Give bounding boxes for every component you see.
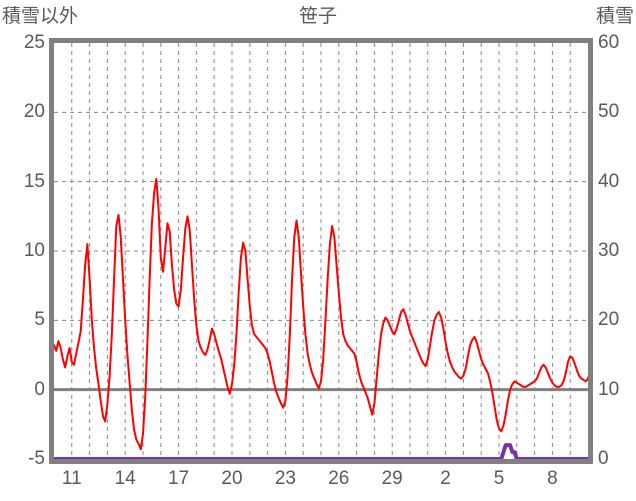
x-tick-label: 26 [328, 468, 350, 489]
right-tick-label: 20 [598, 309, 620, 331]
left-tick-label: 20 [23, 101, 45, 123]
right-tick-label: 10 [598, 378, 620, 400]
x-tick-label: 8 [547, 468, 558, 489]
x-tick-label: 17 [168, 468, 190, 489]
x-tick-label: 20 [221, 468, 243, 489]
left-axis-title: 積雪以外 [2, 6, 79, 27]
x-tick-label: 11 [61, 468, 82, 489]
left-tick-label: 15 [23, 170, 45, 192]
x-tick-label: 14 [114, 468, 136, 489]
x-tick-label: 2 [440, 468, 451, 489]
plot-area [54, 43, 588, 459]
left-tick-label: -5 [28, 448, 45, 469]
x-tick-label: 23 [274, 468, 296, 489]
right-axis-title: 積雪 [595, 6, 634, 27]
page-title: 笹子 [298, 6, 337, 27]
left-tick-label: 5 [34, 309, 45, 331]
plot-frame [49, 38, 593, 464]
right-tick-label: 30 [598, 240, 620, 261]
left-tick-label: 25 [23, 32, 45, 53]
left-tick-label: 10 [23, 240, 45, 261]
x-tick-label: 5 [493, 468, 505, 489]
x-tick-label: 29 [381, 468, 403, 489]
right-tick-label: 40 [598, 170, 620, 192]
series-line-temperature [54, 177, 588, 451]
right-tick-label: 60 [598, 32, 620, 53]
chart-canvas [54, 43, 588, 459]
right-tick-label: 0 [598, 448, 609, 469]
left-tick-label: 0 [34, 378, 45, 400]
right-tick-label: 50 [598, 101, 620, 123]
